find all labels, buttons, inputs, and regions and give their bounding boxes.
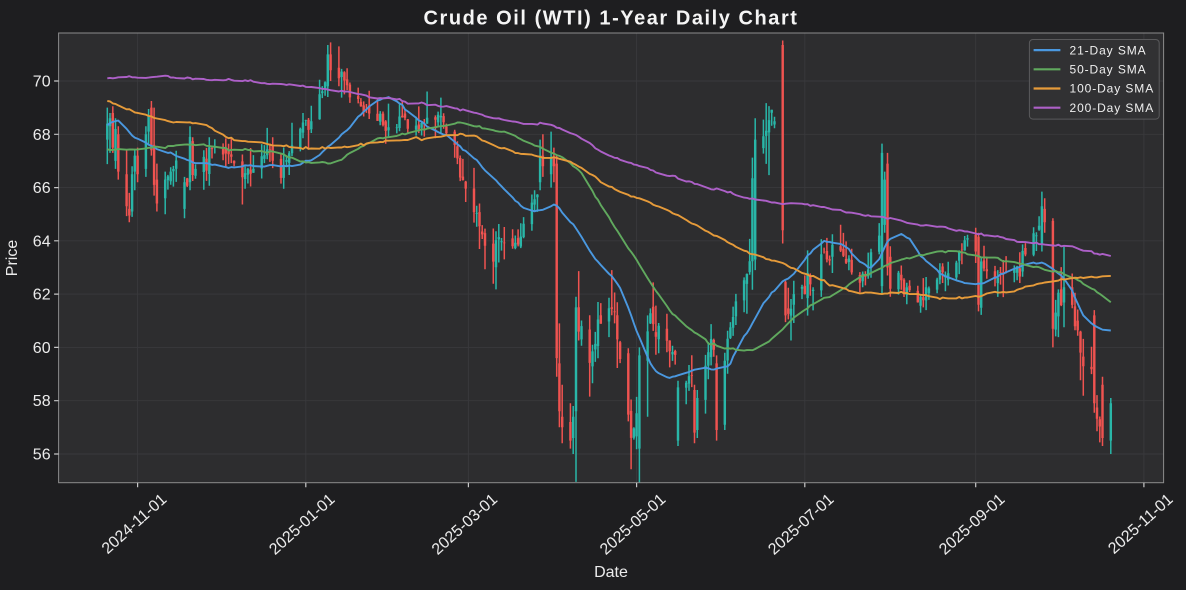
svg-text:50-Day SMA: 50-Day SMA xyxy=(1070,63,1147,77)
svg-text:66: 66 xyxy=(33,180,51,197)
svg-text:Crude Oil (WTI) 1-Year Daily C: Crude Oil (WTI) 1-Year Daily Chart xyxy=(424,8,799,30)
svg-text:200-Day SMA: 200-Day SMA xyxy=(1070,101,1155,115)
svg-text:70: 70 xyxy=(33,74,51,91)
svg-text:Date: Date xyxy=(594,564,628,581)
svg-text:62: 62 xyxy=(33,287,51,304)
svg-text:56: 56 xyxy=(33,447,51,464)
svg-text:100-Day SMA: 100-Day SMA xyxy=(1070,82,1155,96)
svg-text:64: 64 xyxy=(33,233,51,250)
svg-text:60: 60 xyxy=(33,340,51,357)
svg-text:68: 68 xyxy=(33,127,51,144)
svg-text:58: 58 xyxy=(33,393,51,410)
svg-text:21-Day SMA: 21-Day SMA xyxy=(1070,43,1147,57)
svg-text:Price: Price xyxy=(4,240,21,277)
